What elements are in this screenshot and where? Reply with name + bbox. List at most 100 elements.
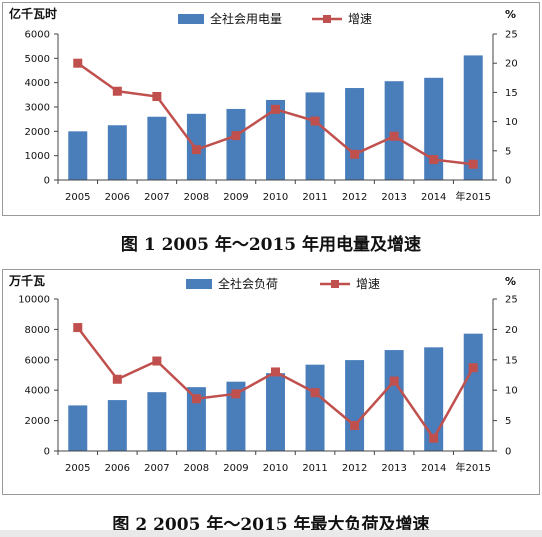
legend-line-label: 增速 [348,12,372,26]
growth-point [350,149,360,159]
bar [424,347,444,451]
x-tick-label: 2007 [144,463,169,474]
figure-1-caption: 图 1 2005 年～2015 年用电量及增速 [120,235,422,255]
y-left-tick-label: 2000 [25,416,50,427]
y-right-tick-label: 10 [505,386,518,397]
chart-panel-load: 万千瓦% 全社会负荷 增速 0 2000 4000 6000 8000 10000 0 5 10 15 2… [2,269,540,495]
bar [463,333,483,451]
legend-line-marker [331,280,339,288]
y-right-tick-label: 15 [505,355,518,366]
x-tick-label: 2010 [263,463,288,474]
growth-point [231,389,241,399]
bar [226,381,246,451]
bar [345,88,365,180]
y-left-tick-label: 6000 [25,355,50,366]
growth-point [112,374,122,384]
x-tick-label: 2011 [302,192,327,203]
y-left-tick-label: 4000 [25,78,50,89]
bar [68,405,88,451]
y-right-tick-label: 20 [505,59,518,70]
growth-point [73,58,83,68]
bar [107,125,127,180]
bar [463,55,483,181]
x-tick-label: 2014 [421,192,446,203]
legend: 全社会负荷 增速 [186,276,380,291]
growth-point [468,159,478,169]
growth-point [112,86,122,96]
y-left-tick-label: 0 [44,176,50,187]
y-left-axis-label: 万千瓦 [8,273,45,288]
x-tick-label: 2014 [421,463,446,474]
growth-point [429,433,439,443]
x-tick-label: 2013 [381,192,406,203]
growth-point [350,420,360,430]
y-right-tick-label: 15 [505,88,518,99]
bar [305,364,325,451]
x-tick-label: 2013 [381,463,406,474]
x-tick-label: 2007 [144,192,169,203]
x-tick-label: 2006 [105,463,130,474]
y-right-tick-label: 10 [505,117,518,128]
bar [226,108,246,180]
growth-point [231,131,241,141]
x-tick-label: 2008 [184,463,209,474]
y-left-axis-label: 亿千瓦时 [9,6,57,21]
x-tick-label: 2006 [105,192,130,203]
bar [384,350,404,451]
growth-point [73,323,83,333]
y-left-tick-label: 10000 [18,295,50,306]
x-tick-label: 2005 [65,192,90,203]
growth-point [389,376,399,386]
legend-bar-label: 全社会负荷 [218,276,278,291]
x-tick-label: 2012 [342,463,367,474]
x-tick-label: 2009 [223,192,248,203]
bar [424,77,444,180]
y-right-tick-label: 25 [505,295,518,306]
bar [266,373,285,451]
bar [305,92,325,180]
legend-bar-label: 全社会用电量 [210,11,282,26]
bar [266,99,285,180]
bar [107,400,127,451]
x-tick-label: 2011 [302,463,327,474]
x-tick-label: 2012 [342,192,367,203]
y-right-tick-label: 5 [505,146,511,157]
y-right-axis-label: % [505,8,516,21]
legend-bar-swatch [178,14,204,24]
legend-bar-swatch [186,279,212,289]
y-left-tick-label: 5000 [25,54,50,65]
growth-point [429,155,439,165]
y-right-tick-label: 25 [505,30,518,41]
growth-point [310,116,320,126]
x-tick-label: 2008 [184,192,209,203]
electricity-consumption-chart: 亿千瓦时 % 全社会用电量 增速 0 1000 2000 3000 4000 5000 6000 0 5… [9,6,518,203]
growth-point [389,131,399,141]
y-left-tick-label: 0 [44,447,50,458]
bar [345,360,365,451]
y-right-tick-label: 5 [505,416,511,427]
y-left-tick-label: 6000 [25,30,50,41]
y-left-tick-label: 1000 [25,151,50,162]
y-left-tick-label: 2000 [25,127,50,138]
x-tick-label: 2005 [65,463,90,474]
x-tick-label: 2010 [263,192,288,203]
growth-point [468,363,478,373]
y-right-tick-label: 20 [505,325,518,336]
bar [186,387,206,451]
legend-line-marker [323,15,331,23]
y-right-tick-label: 0 [505,176,511,187]
bar [384,81,404,180]
chart-panel-electricity: 亿千瓦时% 全社会用电量 增速 0 1000 2000 3000 4000 5000 6000 0 5… [2,2,540,216]
x-tick-label: 2009 [223,463,248,474]
max-load-chart: 万千瓦 % 全社会负荷 增速 0 2000 4000 6000 8000 10000 0 5 10 15 2… [8,273,518,474]
growth-point [152,91,162,101]
bottom-strip [0,530,542,537]
x-tick-label: 年2015 [456,461,491,474]
growth-point [271,104,280,114]
x-tick-label: 年2015 [456,190,491,203]
bar [68,131,88,180]
bar [147,392,167,451]
y-right-tick-label: 0 [505,447,511,458]
legend-line-label: 增速 [356,277,380,291]
growth-point [271,367,280,377]
